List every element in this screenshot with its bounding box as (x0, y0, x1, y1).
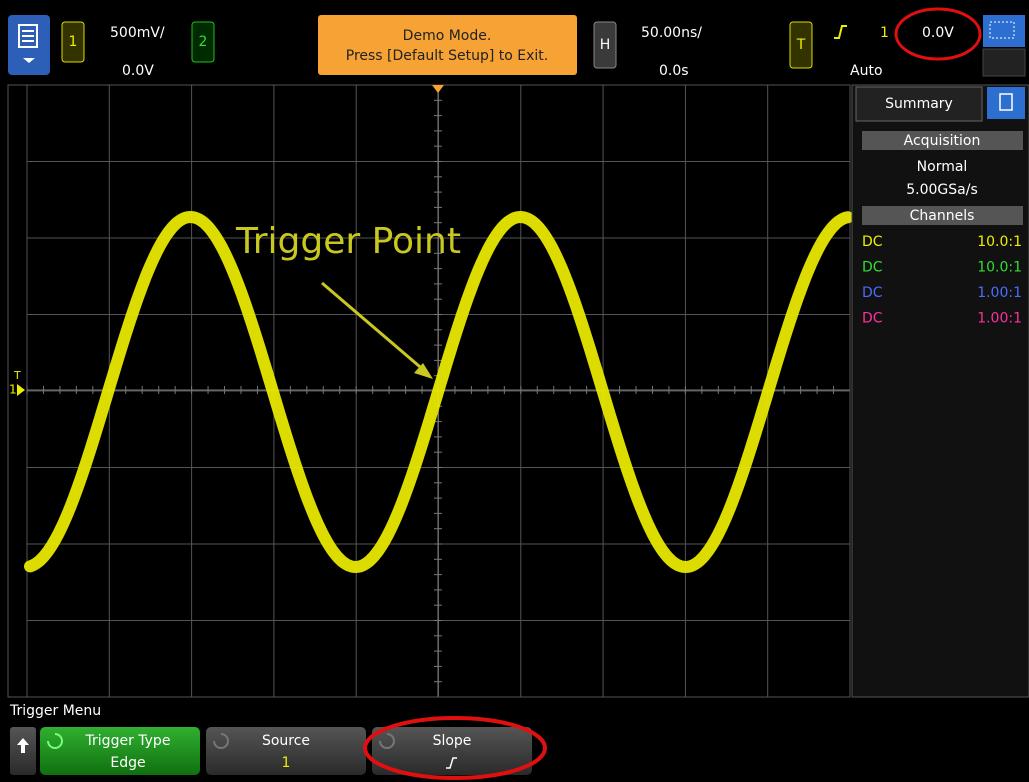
demo-line: Demo Mode. (403, 28, 492, 44)
softkey-value: 1 (282, 755, 291, 771)
trigger-marker: T (13, 369, 21, 382)
channel1-number: 1 (69, 34, 78, 50)
channel1-offset: 0.0V (122, 63, 154, 79)
slope-icon (446, 757, 457, 769)
channels-header-bar (862, 206, 1023, 225)
channel-coupling: DC (862, 234, 883, 250)
zoom-icon (989, 21, 1015, 39)
summary-tab-label: Summary (885, 96, 953, 112)
channel-coupling: DC (862, 311, 883, 327)
annotation-text: Trigger Point (235, 221, 461, 262)
acquisition-rate: 5.00GSa/s (906, 182, 978, 198)
zoom-button[interactable] (983, 15, 1025, 47)
softkey-value: Edge (110, 755, 145, 771)
channels-header: Channels (910, 208, 975, 224)
trigger-box[interactable] (789, 21, 813, 69)
horizontal-label: H (600, 37, 611, 53)
sidebar-menu-icon (999, 93, 1013, 111)
knob-icon (213, 733, 229, 749)
channel1-box[interactable] (61, 21, 85, 63)
channel2-number: 2 (199, 34, 208, 50)
top-bar: 1 500mV/ 0.0V 2 Demo Mode. Press [Defaul… (8, 7, 1026, 79)
menu-arrow (23, 58, 35, 63)
acquisition-header: Acquisition (904, 133, 981, 149)
channel-coupling: DC (862, 285, 883, 301)
sidebar-panel (851, 84, 1029, 698)
channel2-box[interactable] (191, 21, 215, 63)
demo-line: Press [Default Setup] to Exit. (346, 48, 549, 64)
softkey[interactable] (40, 727, 200, 775)
softkey-label: Slope (433, 733, 472, 749)
demo-banner (318, 15, 577, 75)
acquisition-mode: Normal (917, 159, 968, 175)
trigger-mode: Auto (850, 63, 883, 79)
menu-icon (18, 24, 38, 48)
trigger-source: 1 (880, 25, 889, 41)
channel-probe: 10.0:1 (977, 260, 1022, 276)
screen-border (7, 84, 851, 698)
trigger-position-marker (432, 85, 444, 93)
horizontal-scale: 50.00ns/ (641, 25, 702, 41)
knob-icon (379, 733, 395, 749)
horizontal-delay: 0.0s (659, 63, 689, 79)
channel-probe: 1.00:1 (977, 311, 1022, 327)
softkey-label: Trigger Type (85, 733, 171, 749)
trigger-level: 0.0V (922, 25, 954, 41)
summary-tab[interactable] (855, 86, 983, 122)
menu-icon-lines (22, 30, 34, 42)
channel1-scale: 500mV/ (110, 25, 165, 41)
channel-coupling: DC (862, 260, 883, 276)
highlight-ellipse (363, 716, 547, 780)
channel-probe: 10.0:1 (977, 234, 1022, 250)
softkey[interactable] (206, 727, 366, 775)
trigger-label: T (796, 37, 806, 53)
annotation-arrow (321, 281, 427, 374)
softkey-bar: Trigger Menu Trigger Type Edge Source 1 … (9, 703, 547, 780)
measure-button[interactable] (982, 48, 1026, 77)
highlight-ellipse (894, 7, 982, 61)
trigger-edge-icon (834, 25, 847, 39)
softkey[interactable] (372, 727, 532, 775)
softkey-label: Source (262, 733, 310, 749)
acquisition-header-bar (862, 131, 1023, 150)
ground-marker (17, 384, 25, 396)
sidebar: Summary Acquisition Normal 5.00GSa/s Cha… (851, 84, 1029, 698)
annotation-arrowhead (414, 363, 433, 379)
horizontal-box[interactable] (593, 21, 617, 69)
waveform (24, 210, 854, 574)
knob-icon (47, 733, 63, 749)
channel-marker: 1 (9, 383, 17, 397)
menu-title: Trigger Menu (9, 703, 101, 719)
back-arrow (17, 738, 29, 753)
sidebar-menu-button[interactable] (987, 87, 1025, 119)
channel-probe: 1.00:1 (977, 285, 1022, 301)
